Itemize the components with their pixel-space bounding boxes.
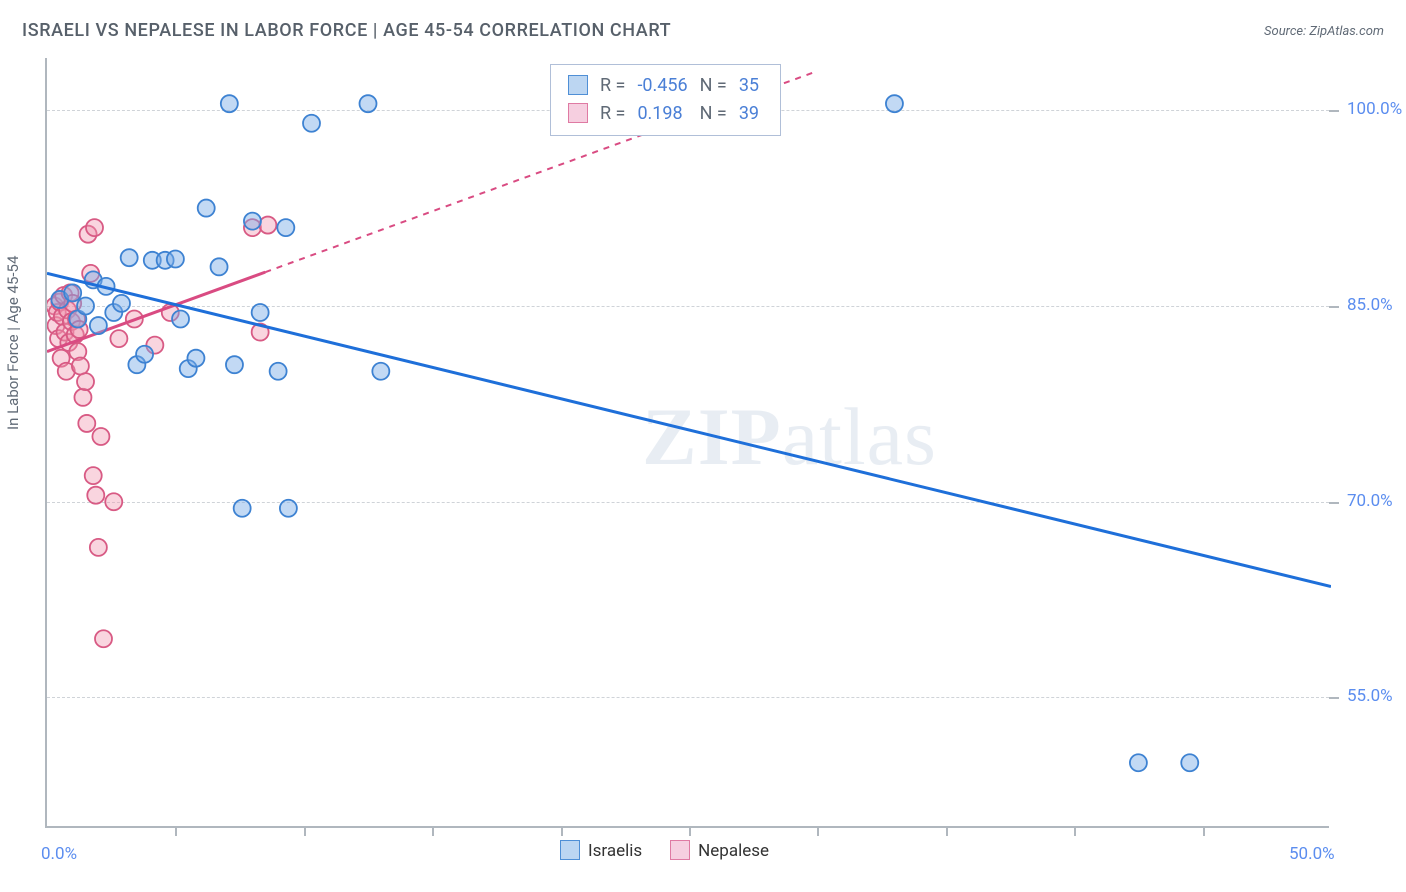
israelis-trendline — [47, 273, 1331, 586]
y-tick-label: 55.0% — [1347, 686, 1393, 706]
israelis-point — [77, 297, 94, 314]
nepalese-point — [78, 415, 95, 432]
israelis-point — [244, 213, 261, 230]
plot-area: ZIPatlas — [45, 58, 1329, 828]
israelis-point — [252, 304, 269, 321]
israelis-point — [198, 200, 215, 217]
swatch-nepalese — [568, 103, 588, 123]
legend-label: Nepalese — [698, 841, 769, 861]
israelis-point — [221, 95, 238, 112]
israelis-point — [886, 95, 903, 112]
israelis-point — [172, 311, 189, 328]
x-tick-label: 50.0% — [1289, 844, 1335, 864]
series-legend: Israelis Nepalese — [560, 840, 797, 861]
nepalese-point — [95, 630, 112, 647]
nepalese-point — [105, 493, 122, 510]
nepalese-point — [86, 219, 103, 236]
israelis-point — [187, 350, 204, 367]
israelis-point — [234, 500, 251, 517]
y-tick-label: 70.0% — [1347, 491, 1393, 511]
israelis-point — [226, 356, 243, 373]
chart-svg-layer — [47, 58, 1331, 828]
chart-header: ISRAELI VS NEPALESE IN LABOR FORCE | AGE… — [22, 20, 1384, 52]
n-value-nepalese: 39 — [734, 101, 764, 127]
y-tick-label: 100.0% — [1347, 99, 1402, 119]
legend-row-nepalese: R = 0.198 N = 39 — [563, 101, 764, 127]
nepalese-point — [74, 389, 91, 406]
israelis-point — [280, 500, 297, 517]
correlation-legend: R = -0.456 N = 35 R = 0.198 N = 39 — [550, 64, 781, 136]
legend-row-israelis: R = -0.456 N = 35 — [563, 73, 764, 99]
israelis-point — [303, 115, 320, 132]
legend-item-nepalese: Nepalese — [670, 841, 769, 861]
nepalese-point — [72, 358, 89, 375]
israelis-point — [270, 363, 287, 380]
y-tick-label: 85.0% — [1347, 295, 1393, 315]
nepalese-point — [90, 539, 107, 556]
x-tick-label: 0.0% — [41, 844, 77, 864]
israelis-point — [372, 363, 389, 380]
israelis-point — [136, 346, 153, 363]
r-value-israelis: -0.456 — [632, 73, 692, 99]
chart-title: ISRAELI VS NEPALESE IN LABOR FORCE | AGE… — [22, 20, 671, 41]
legend-swatch — [560, 840, 580, 860]
legend-swatch — [670, 840, 690, 860]
nepalese-point — [92, 428, 109, 445]
legend-label: Israelis — [588, 841, 642, 861]
israelis-point — [1130, 754, 1147, 771]
nepalese-point — [85, 467, 102, 484]
israelis-point — [1181, 754, 1198, 771]
israelis-point — [90, 317, 107, 334]
n-value-israelis: 35 — [734, 73, 764, 99]
chart-source: Source: ZipAtlas.com — [1264, 24, 1384, 39]
nepalese-point — [87, 487, 104, 504]
israelis-point — [121, 249, 138, 266]
israelis-point — [113, 295, 130, 312]
israelis-point — [64, 284, 81, 301]
israelis-point — [167, 250, 184, 267]
nepalese-point — [77, 373, 94, 390]
legend-item-israelis: Israelis — [560, 841, 642, 861]
swatch-israelis — [568, 75, 588, 95]
israelis-point — [360, 95, 377, 112]
israelis-point — [277, 219, 294, 236]
r-value-nepalese: 0.198 — [632, 101, 692, 127]
israelis-point — [211, 258, 228, 275]
y-axis-label: In Labor Force | Age 45-54 — [4, 256, 22, 430]
nepalese-point — [110, 330, 127, 347]
nepalese-point — [259, 217, 276, 234]
